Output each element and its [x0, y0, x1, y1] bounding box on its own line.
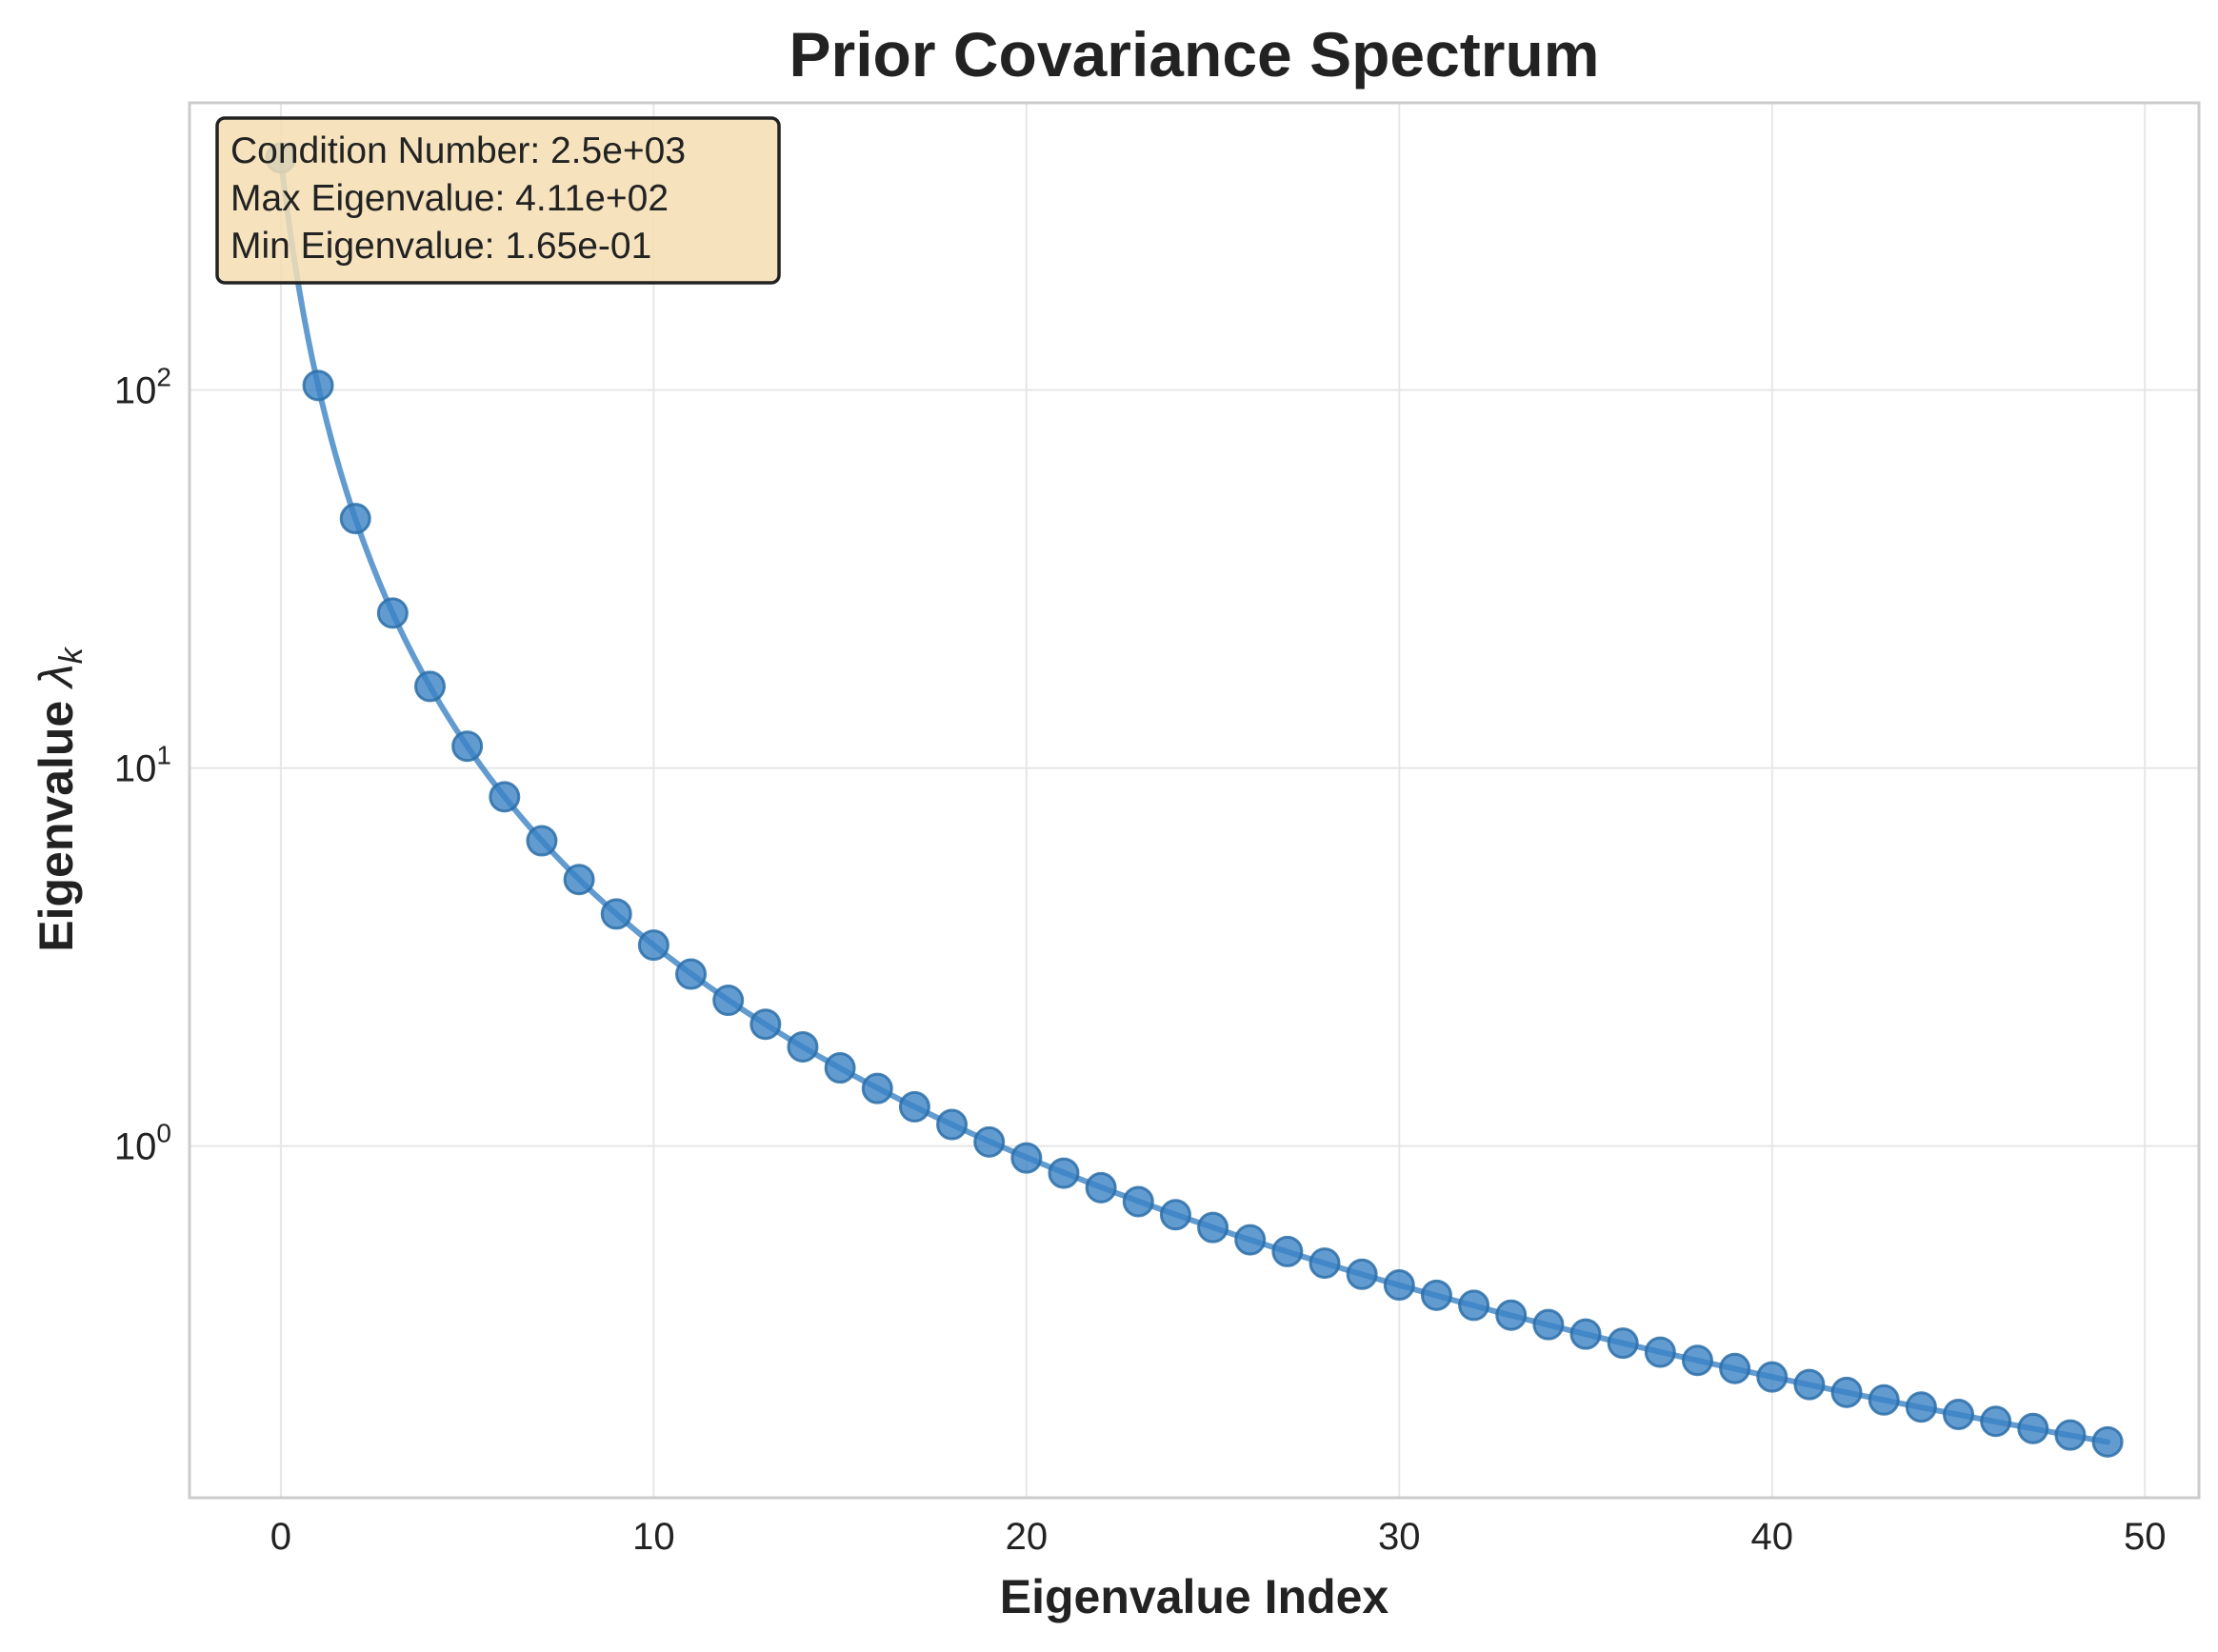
data-point — [413, 670, 446, 703]
grid-layer — [190, 103, 2199, 1498]
data-point — [861, 1072, 893, 1105]
data-point — [1420, 1279, 1452, 1311]
annotation-max-eigenvalue: Max Eigenvalue: 4.11e+02 — [230, 178, 669, 219]
points-layer — [265, 142, 2124, 1458]
data-point — [563, 864, 595, 896]
data-point — [1458, 1289, 1490, 1322]
y-tick-label: 102 — [114, 363, 171, 412]
data-point — [1383, 1269, 1415, 1302]
data-point — [1495, 1299, 1528, 1331]
data-point — [1048, 1157, 1080, 1189]
x-tick-label: 20 — [1006, 1516, 1049, 1558]
data-point — [637, 929, 669, 962]
data-point — [489, 781, 521, 813]
data-point — [1122, 1185, 1154, 1218]
data-point — [1868, 1383, 1900, 1416]
data-point — [1085, 1171, 1117, 1204]
data-point — [451, 730, 484, 763]
data-point — [1309, 1247, 1341, 1280]
data-point — [1681, 1344, 1713, 1377]
data-point — [1159, 1199, 1191, 1231]
y-axis-label: Eigenvalue λk — [30, 646, 90, 952]
data-point — [749, 1008, 782, 1041]
data-point — [1756, 1361, 1788, 1393]
y-axis-label-text: Eigenvalue — [30, 687, 83, 952]
data-point — [526, 825, 558, 857]
data-point — [1793, 1368, 1826, 1401]
data-point — [2054, 1419, 2087, 1451]
data-point — [1905, 1391, 1937, 1423]
data-point — [1532, 1308, 1565, 1341]
data-point — [787, 1030, 819, 1063]
data-point — [1569, 1318, 1602, 1350]
data-point — [1271, 1235, 1304, 1267]
data-point — [824, 1052, 856, 1085]
data-point — [712, 985, 745, 1017]
data-point — [936, 1108, 969, 1141]
data-point — [2091, 1425, 2124, 1458]
y-tick-label-exponent: 1 — [156, 741, 171, 770]
x-tick-label: 50 — [2124, 1516, 2167, 1558]
data-point — [302, 369, 334, 402]
data-point — [1346, 1258, 1378, 1290]
data-point — [675, 958, 708, 990]
annotation-background — [215, 116, 781, 285]
chart-title: Prior Covariance Spectrum — [789, 19, 1600, 90]
data-point — [1234, 1224, 1267, 1256]
y-tick-label-exponent: 0 — [156, 1119, 171, 1148]
x-tick-label: 40 — [1751, 1516, 1794, 1558]
y-tick-label-base: 10 — [114, 1126, 157, 1168]
x-axis-label: Eigenvalue Index — [1000, 1570, 1389, 1623]
data-point — [1943, 1399, 1975, 1431]
x-tick-label: 0 — [270, 1516, 291, 1558]
data-point — [973, 1125, 1006, 1158]
data-point — [1830, 1376, 1863, 1408]
data-point — [376, 597, 409, 629]
data-point — [1197, 1211, 1229, 1244]
data-point — [339, 503, 371, 535]
x-tick-labels: 0 10 20 30 40 50 — [270, 1516, 2167, 1558]
data-point — [1010, 1142, 1043, 1174]
y-tick-label-base: 10 — [114, 748, 157, 790]
data-point — [600, 898, 632, 930]
annotation-condition-number: Condition Number: 2.5e+03 — [230, 130, 686, 171]
data-point — [1719, 1352, 1751, 1384]
plot-frame — [188, 101, 2201, 1500]
data-point — [1607, 1327, 1639, 1360]
y-axis-label-symbol: λ — [30, 664, 83, 690]
y-tick-label: 101 — [114, 741, 171, 790]
y-tick-label-base: 10 — [114, 370, 157, 412]
data-point — [1644, 1336, 1676, 1368]
data-point — [898, 1090, 930, 1123]
data-point — [2017, 1412, 2049, 1444]
x-tick-label: 30 — [1378, 1516, 1421, 1558]
x-tick-label: 10 — [632, 1516, 675, 1558]
annotation-min-eigenvalue: Min Eigenvalue: 1.65e-01 — [230, 226, 651, 267]
data-point — [1980, 1405, 2012, 1438]
annotation-box: Condition Number: 2.5e+03 Max Eigenvalue… — [215, 116, 781, 285]
y-tick-label: 100 — [114, 1119, 171, 1168]
y-tick-label-exponent: 2 — [156, 363, 171, 392]
y-axis-label-subscript: k — [53, 646, 90, 664]
